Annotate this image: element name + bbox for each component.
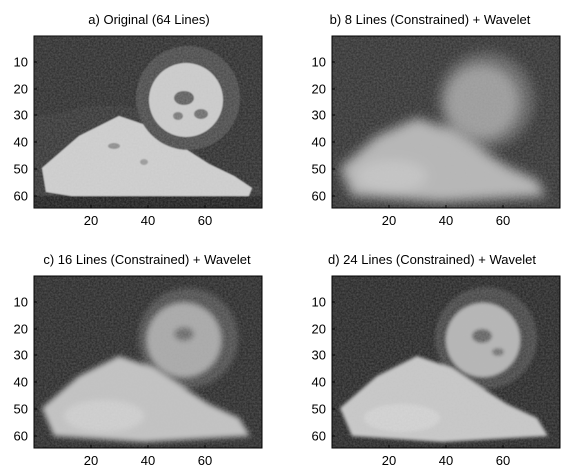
panel-d-y-tick-label: 20 [312,322,326,337]
panel-b-x-tick-label: 40 [439,213,453,228]
panel-a-x-tick-label: 60 [198,213,212,228]
panel-a-y-tick-label: 20 [14,82,28,97]
panel-c-x-tick-label: 40 [141,453,155,466]
panel-c-y-tick-label: 60 [14,429,28,444]
panel-b-x-tick-label: 20 [382,213,396,228]
panel-c-y-tick-label: 10 [14,295,28,310]
panel-a-image [34,36,262,208]
panel-a-y-tick-label: 60 [14,189,28,204]
panel-a-y-tick-label: 30 [14,108,28,123]
panel-b-y-tick-label: 60 [312,189,326,204]
panel-b-y-tick-label: 30 [312,108,326,123]
panel-d-x-tick-label: 60 [496,453,510,466]
panel-d: d) 24 Lines (Constrained) + Wavelet [328,252,561,449]
panel-d-y-tick-label: 30 [312,348,326,363]
panel-b-y-tick-label: 10 [312,55,326,70]
panel-a-y-tick-label: 50 [14,162,28,177]
panel-a-y-tick-label: 10 [14,55,28,70]
panel-b-title: b) 8 Lines (Constrained) + Wavelet [330,12,531,27]
panel-d-y-tick-label: 40 [312,375,326,390]
panel-a-x-tick-label: 20 [84,213,98,228]
panel-c-y-tick-label: 40 [14,375,28,390]
panel-d-title: d) 24 Lines (Constrained) + Wavelet [328,252,536,267]
panel-d-y-tick-label: 60 [312,429,326,444]
tick-layer: 10 20 30 40 50 60 20 40 60 10 20 30 40 50 60 20 40 60 10 20… [14,55,511,466]
panel-b: b) 8 Lines (Constrained) + Wavelet [330,12,561,209]
panel-d-x-tick-label: 40 [439,453,453,466]
panel-c-x-tick-label: 20 [84,453,98,466]
panel-b-y-tick-label: 20 [312,82,326,97]
panel-d-y-tick-label: 10 [312,295,326,310]
panel-d-y-tick-label: 50 [312,402,326,417]
panel-c: c) 16 Lines (Constrained) + Wavelet [33,252,263,449]
panel-a-x-tick-label: 40 [141,213,155,228]
panel-c-x-tick-label: 60 [198,453,212,466]
panel-a: a) Original (64 Lines) [33,12,263,209]
panel-c-y-tick-label: 50 [14,402,28,417]
panel-d-image [332,276,560,448]
panel-b-y-tick-label: 40 [312,135,326,150]
panel-d-x-tick-label: 20 [382,453,396,466]
panel-b-image [332,36,560,208]
panel-b-y-tick-label: 50 [312,162,326,177]
panel-c-image [34,276,262,448]
panel-c-y-tick-label: 30 [14,348,28,363]
panel-a-title: a) Original (64 Lines) [88,12,209,27]
panel-b-x-tick-label: 60 [496,213,510,228]
panel-c-title: c) 16 Lines (Constrained) + Wavelet [43,252,251,267]
panel-c-y-tick-label: 20 [14,322,28,337]
panel-a-y-tick-label: 40 [14,135,28,150]
